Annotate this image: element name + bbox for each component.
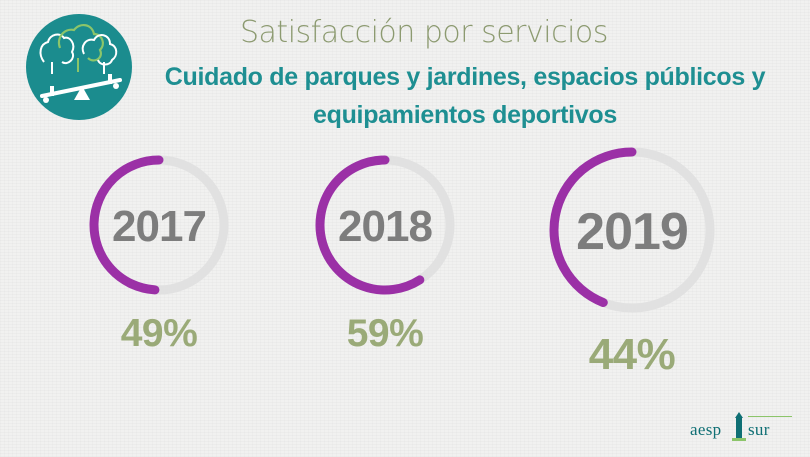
brand-underline (748, 416, 792, 417)
year-label-2017: 2017 (112, 202, 207, 251)
tower-icon (732, 412, 746, 441)
brand-logo-right: sur (748, 420, 770, 439)
page-subtitle: Cuidado de parques y jardines, espacios … (164, 63, 766, 129)
park-seesaw-icon (26, 14, 132, 120)
percent-label-2018: 59% (346, 312, 424, 355)
brand-logo: aesp sur (688, 410, 798, 444)
gauge-2018: 2018 59% (314, 150, 456, 355)
year-label-2019: 2019 (576, 203, 689, 261)
gauge-2017: 2017 49% (88, 150, 230, 355)
gauge-arc-2019 (549, 147, 637, 308)
year-label-2018: 2018 (338, 202, 433, 251)
gauge-2019: 2019 44% (548, 147, 720, 379)
gauge-ring-2018 (315, 155, 455, 295)
brand-logo-left: aesp (690, 420, 722, 439)
gauge-arc-2018 (315, 155, 425, 295)
gauge-arc-2017 (89, 155, 164, 295)
gauge-ring-2017 (89, 155, 229, 295)
percent-label-2019: 44% (588, 330, 676, 379)
gauge-ring-2019 (549, 147, 715, 313)
percent-label-2017: 49% (120, 312, 198, 355)
page-title: Satisfacción por servicios (240, 15, 608, 50)
